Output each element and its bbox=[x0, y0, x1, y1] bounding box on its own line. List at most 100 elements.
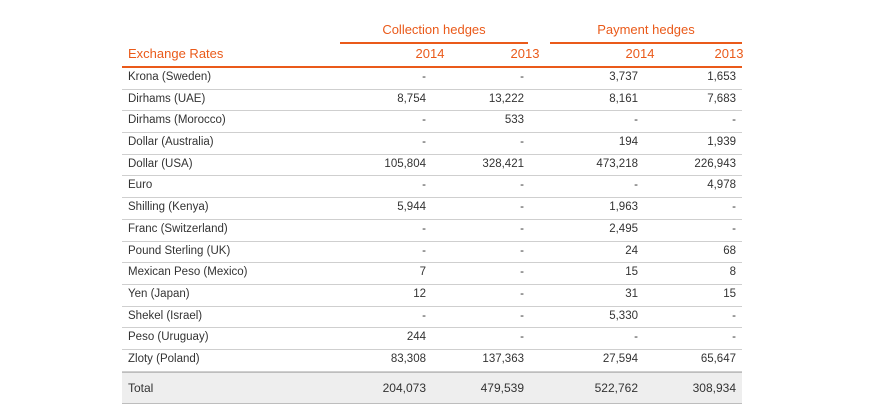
table-row: Dirhams (Morocco) - 533 - - bbox=[122, 111, 742, 134]
payment-hedges-group: Payment hedges bbox=[550, 22, 742, 44]
collection-2013-cell: - bbox=[520, 136, 524, 149]
collection-2014-cell: 83,308 bbox=[390, 352, 426, 365]
payment-2014-header: 2014 bbox=[625, 46, 655, 61]
table-row: Pound Sterling (UK) - - 24 68 bbox=[122, 242, 742, 264]
table-row: Zloty (Poland) 83,308 137,363 27,594 65,647 bbox=[122, 350, 742, 372]
payment-2013-cell: - bbox=[732, 222, 736, 235]
payment-hedges-label: Payment hedges bbox=[597, 22, 695, 37]
collection-2013-cell: 328,421 bbox=[482, 157, 524, 170]
total-label: Total bbox=[128, 381, 154, 395]
payment-2014-cell: 27,594 bbox=[602, 352, 638, 365]
collection-2013-cell: - bbox=[520, 222, 524, 235]
payment-2014-cell: 1,963 bbox=[609, 201, 638, 214]
table-body: Krona (Sweden) - - 3,737 1,653 Dirhams (UAE)… bbox=[122, 68, 742, 372]
collection-2013-cell: - bbox=[520, 266, 524, 279]
payment-hedges-rule bbox=[550, 42, 742, 44]
payment-2013-cell: 7,683 bbox=[707, 92, 736, 105]
payment-2013-cell: - bbox=[732, 331, 736, 344]
payment-2014-cell: 3,737 bbox=[609, 71, 638, 83]
row-label: Zloty (Poland) bbox=[128, 352, 200, 365]
payment-2013-cell: 15 bbox=[723, 287, 736, 300]
payment-2014-cell: - bbox=[634, 114, 638, 127]
collection-2014-cell: - bbox=[422, 244, 426, 257]
payment-2014-cell: 5,330 bbox=[609, 309, 638, 322]
collection-2014-cell: - bbox=[422, 71, 426, 83]
table-row: Shilling (Kenya) 5,944 - 1,963 - bbox=[122, 198, 742, 220]
collection-2013-cell: 533 bbox=[504, 114, 524, 127]
payment-2013-cell: 1,939 bbox=[707, 136, 736, 149]
row-label: Peso (Uruguay) bbox=[128, 331, 209, 344]
collection-2014-cell: 8,754 bbox=[397, 92, 426, 105]
collection-2014-cell: - bbox=[422, 309, 426, 322]
collection-2014-header: 2014 bbox=[415, 46, 445, 61]
table-row: Shekel (Israel) - - 5,330 - bbox=[122, 307, 742, 329]
row-label: Euro bbox=[128, 179, 153, 192]
row-label: Dollar (USA) bbox=[128, 157, 193, 170]
table-row: Dirhams (UAE) 8,754 13,222 8,161 7,683 bbox=[122, 90, 742, 112]
collection-2014-cell: - bbox=[422, 179, 426, 192]
collection-2014-cell: 7 bbox=[419, 266, 426, 279]
row-label: Yen (Japan) bbox=[128, 287, 190, 300]
collection-2014-cell: - bbox=[422, 114, 426, 127]
exchange-rates-header: Exchange Rates bbox=[128, 46, 224, 61]
collection-2013-cell: - bbox=[520, 179, 524, 192]
total-payment-2014: 522,762 bbox=[594, 381, 638, 395]
payment-2014-cell: - bbox=[634, 179, 638, 192]
collection-2014-cell: 244 bbox=[406, 331, 426, 344]
collection-2013-cell: - bbox=[520, 331, 524, 344]
collection-2013-cell: - bbox=[520, 287, 524, 300]
collection-2014-cell: 5,944 bbox=[397, 201, 426, 214]
payment-2013-cell: 68 bbox=[723, 244, 736, 257]
collection-2013-cell: - bbox=[520, 309, 524, 322]
row-label: Pound Sterling (UK) bbox=[128, 244, 231, 257]
collection-hedges-rule bbox=[340, 42, 528, 44]
table-row: Dollar (USA) 105,804 328,421 473,218 226,943 bbox=[122, 155, 742, 177]
total-collection-2013: 479,539 bbox=[480, 381, 524, 395]
header-rule bbox=[122, 66, 742, 68]
table-row: Krona (Sweden) - - 3,737 1,653 bbox=[122, 68, 742, 90]
collection-hedges-label: Collection hedges bbox=[382, 22, 486, 37]
collection-2013-cell: - bbox=[520, 201, 524, 214]
row-label: Shilling (Kenya) bbox=[128, 201, 209, 214]
payment-2013-cell: - bbox=[732, 201, 736, 214]
collection-2014-cell: 105,804 bbox=[384, 157, 426, 170]
payment-2014-cell: 2,495 bbox=[609, 222, 638, 235]
table-row: Euro - - - 4,978 bbox=[122, 176, 742, 199]
payment-2013-cell: 4,978 bbox=[707, 179, 736, 192]
payment-2013-cell: 8 bbox=[729, 266, 736, 279]
payment-2014-cell: 24 bbox=[625, 244, 638, 257]
row-label: Mexican Peso (Mexico) bbox=[128, 266, 248, 279]
payment-2014-cell: - bbox=[634, 331, 638, 344]
table-row: Peso (Uruguay) 244 - - - bbox=[122, 328, 742, 350]
collection-2013-cell: - bbox=[520, 71, 524, 83]
payment-2013-cell: 65,647 bbox=[700, 352, 736, 365]
payment-2014-cell: 194 bbox=[618, 136, 638, 149]
row-label: Krona (Sweden) bbox=[128, 71, 212, 83]
table-row: Dollar (Australia) - - 194 1,939 bbox=[122, 133, 742, 155]
payment-2013-header: 2013 bbox=[714, 46, 744, 61]
collection-2014-cell: 12 bbox=[413, 287, 426, 300]
row-label: Franc (Switzerland) bbox=[128, 222, 228, 235]
collection-2013-cell: 13,222 bbox=[488, 92, 524, 105]
collection-hedges-group: Collection hedges bbox=[340, 22, 528, 44]
total-collection-2014: 204,073 bbox=[382, 381, 426, 395]
column-header-row: Exchange Rates 2014 2013 2014 2013 bbox=[122, 45, 743, 65]
payment-2014-cell: 8,161 bbox=[609, 92, 638, 105]
table-row: Yen (Japan) 12 - 31 15 bbox=[122, 285, 742, 307]
collection-2013-cell: 137,363 bbox=[482, 352, 524, 365]
collection-2014-cell: - bbox=[422, 136, 426, 149]
collection-2013-cell: - bbox=[520, 244, 524, 257]
payment-2014-cell: 15 bbox=[625, 266, 638, 279]
table-row: Franc (Switzerland) - - 2,495 - bbox=[122, 220, 742, 242]
payment-2013-cell: - bbox=[732, 309, 736, 322]
total-payment-2013: 308,934 bbox=[692, 381, 736, 395]
collection-2014-cell: - bbox=[422, 222, 426, 235]
payment-2013-cell: - bbox=[732, 114, 736, 127]
row-label: Dirhams (UAE) bbox=[128, 92, 206, 105]
payment-2013-cell: 1,653 bbox=[707, 71, 736, 83]
table-row: Mexican Peso (Mexico) 7 - 15 8 bbox=[122, 263, 742, 285]
payment-2014-cell: 473,218 bbox=[596, 157, 638, 170]
collection-2013-header: 2013 bbox=[510, 46, 540, 61]
row-label: Shekel (Israel) bbox=[128, 309, 203, 322]
payment-2014-cell: 31 bbox=[625, 287, 638, 300]
